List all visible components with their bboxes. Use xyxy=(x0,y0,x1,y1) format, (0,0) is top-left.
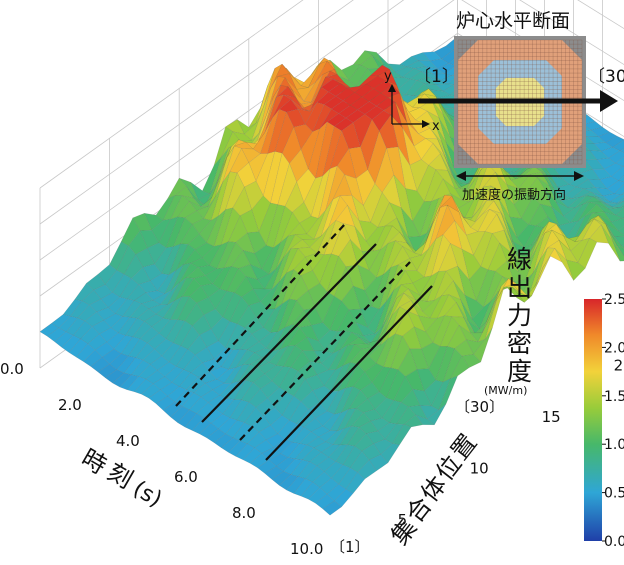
colorbar-tick-label: 0.0 xyxy=(604,534,624,550)
surface-patch xyxy=(392,424,412,445)
position-tick-label: 5 xyxy=(398,511,408,529)
time-axis-ticks: 0.0 2.0 4.0 6.0 8.0 10.0 xyxy=(0,360,323,558)
power-axis-label-char-5: 度 xyxy=(507,357,532,386)
power-axis-label-char-3: 力 xyxy=(507,301,532,330)
surface-patch xyxy=(543,248,563,268)
inset-axis-y-arrow xyxy=(388,84,396,92)
inset-arrow-head xyxy=(600,90,618,112)
reference-lines xyxy=(175,223,433,461)
surface-patch xyxy=(619,204,624,208)
colorbar-tick-label: 2.5 xyxy=(604,292,624,308)
surface-patch xyxy=(368,454,389,472)
time-axis-label-char-2: 刻 xyxy=(103,458,138,494)
surface-patch xyxy=(621,244,624,248)
surface-patch xyxy=(380,443,400,464)
surface-patch xyxy=(618,175,624,183)
inset-axis-x-arrow xyxy=(422,120,430,128)
time-tick-label: 8.0 xyxy=(232,504,256,522)
time-tick-label: 2.0 xyxy=(58,396,82,414)
colorbar-tick-label: 2.0 xyxy=(604,340,624,356)
position-tick-label: 15 xyxy=(542,408,561,426)
surface-patch xyxy=(438,375,458,411)
power-axis-unit: (MW/m) xyxy=(484,384,527,397)
inset-y-label: y xyxy=(384,69,392,84)
time-axis-label-char-3: (s) xyxy=(129,476,166,512)
core-cross-section-inset: 炉心水平断面 〔1〕 〔30〕 y x 加速度の振動方向 xyxy=(384,10,624,203)
power-axis-label-char-2: 出 xyxy=(507,273,532,302)
surface-patch xyxy=(357,459,377,480)
position-end-label-30: 〔30〕 xyxy=(455,398,504,416)
colorbar-tick-label: 1.5 xyxy=(604,389,624,405)
time-tick-label: 4.0 xyxy=(116,432,140,450)
surface-patch xyxy=(334,488,354,508)
surface-patch xyxy=(473,327,493,363)
time-tick-label: 10.0 xyxy=(290,540,323,558)
surface-patch xyxy=(322,500,342,516)
colorbar-tick-label: 0.5 xyxy=(604,486,624,502)
colorbar: 0.0 0.5 1.0 1.5 2.0 2.5 xyxy=(584,292,624,550)
inset-title: 炉心水平断面 xyxy=(456,10,570,32)
time-tick-label: 6.0 xyxy=(174,468,198,486)
position-axis-label: 集 合 体 位 置 xyxy=(386,429,483,550)
surface-patch xyxy=(621,192,624,195)
position-axis-ticks: 510152025 xyxy=(398,356,624,529)
power-axis-label-char-1: 線 xyxy=(507,245,532,274)
surface-patch xyxy=(415,414,435,425)
time-tick-label: 0.0 xyxy=(0,360,24,378)
surface-patch xyxy=(617,197,624,204)
colorbar-bar xyxy=(584,299,602,541)
inset-caption: 加速度の振動方向 xyxy=(462,187,566,203)
inset-vibration-arrow-left xyxy=(456,171,466,181)
position-tick-label: 20 xyxy=(614,356,624,374)
surface-patch xyxy=(619,148,624,153)
position-end-label-1: 〔1〕 xyxy=(330,538,370,556)
surface-patch xyxy=(609,194,624,204)
inset-vibration-arrow-right xyxy=(574,171,584,181)
power-axis-label: 線 出 力 密 度 (MW/m) xyxy=(484,245,532,397)
inset-left-label: 〔1〕 xyxy=(414,67,459,87)
surface-patch xyxy=(403,414,424,428)
surface-patch xyxy=(519,281,539,297)
power-axis-label-char-4: 密 xyxy=(507,329,532,358)
inset-x-label: x xyxy=(432,119,440,134)
position-tick-label: 10 xyxy=(470,459,489,477)
inset-right-label: 〔30〕 xyxy=(588,67,624,87)
time-axis-label: 時 刻 (s) xyxy=(77,444,166,513)
colorbar-ticks: 0.0 0.5 1.0 1.5 2.0 2.5 xyxy=(602,292,624,550)
colorbar-tick-label: 1.0 xyxy=(604,437,624,453)
surface-patch xyxy=(461,354,482,368)
